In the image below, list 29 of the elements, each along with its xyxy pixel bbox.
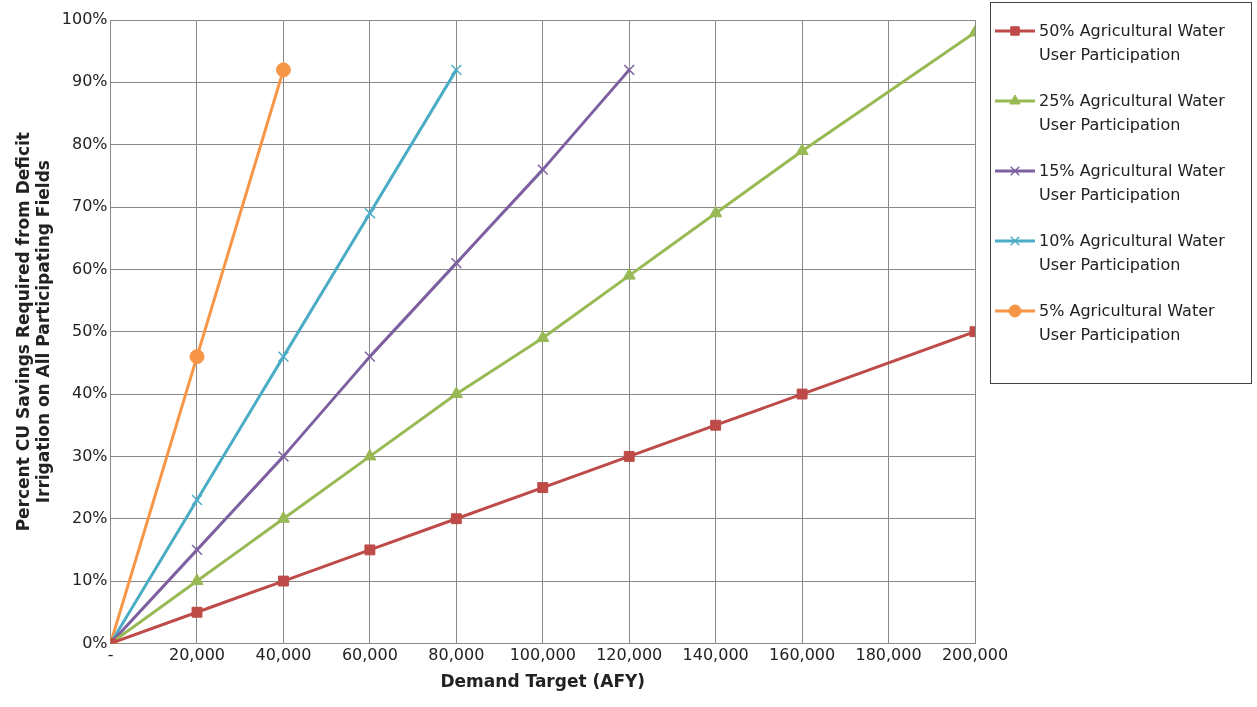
legend-label: 50% Agricultural Water User Participation xyxy=(1039,20,1226,66)
x-tick-label: 60,000 xyxy=(341,645,398,665)
y-tick-label: 10% xyxy=(71,570,108,590)
legend-label: 10% Agricultural Water User Participation xyxy=(1039,230,1226,276)
y-tick-label: 60% xyxy=(71,258,108,278)
y-tick-label: 30% xyxy=(71,445,108,465)
y-tick-label: 50% xyxy=(71,320,108,340)
x-tick-label: 160,000 xyxy=(769,645,836,665)
x-tick-label: 200,000 xyxy=(941,645,1009,665)
y-axis-title: Percent CU Savings Required from Deficit Irrigation on All Participating Fields xyxy=(12,132,54,532)
x-tick-label: 100,000 xyxy=(509,645,576,665)
legend-label: 25% Agricultural Water User Participation xyxy=(1039,90,1226,136)
y-tick-label: 20% xyxy=(71,507,108,527)
x-tick-label: 120,000 xyxy=(596,645,663,665)
x-tick-label: 20,000 xyxy=(169,645,225,665)
y-tick-label: 40% xyxy=(71,383,108,403)
y-tick-label: 100% xyxy=(61,9,108,29)
y-tick-label: 90% xyxy=(71,71,108,91)
legend-label: 15% Agricultural Water User Participation xyxy=(1039,160,1226,206)
y-tick-label: 70% xyxy=(71,196,108,216)
x-tick-label: 140,000 xyxy=(682,645,749,665)
y-tick-label: 80% xyxy=(71,133,108,153)
x-axis-title: Demand Target (AFY) xyxy=(440,671,646,692)
x-tick-label: - xyxy=(107,645,114,665)
legend-label: 5% Agricultural Water User Participation xyxy=(1039,300,1216,346)
x-tick-label: 80,000 xyxy=(428,645,485,665)
x-tick-label: 40,000 xyxy=(255,645,312,665)
x-tick-label: 180,000 xyxy=(855,645,922,665)
y-tick-label: 0% xyxy=(82,632,108,652)
